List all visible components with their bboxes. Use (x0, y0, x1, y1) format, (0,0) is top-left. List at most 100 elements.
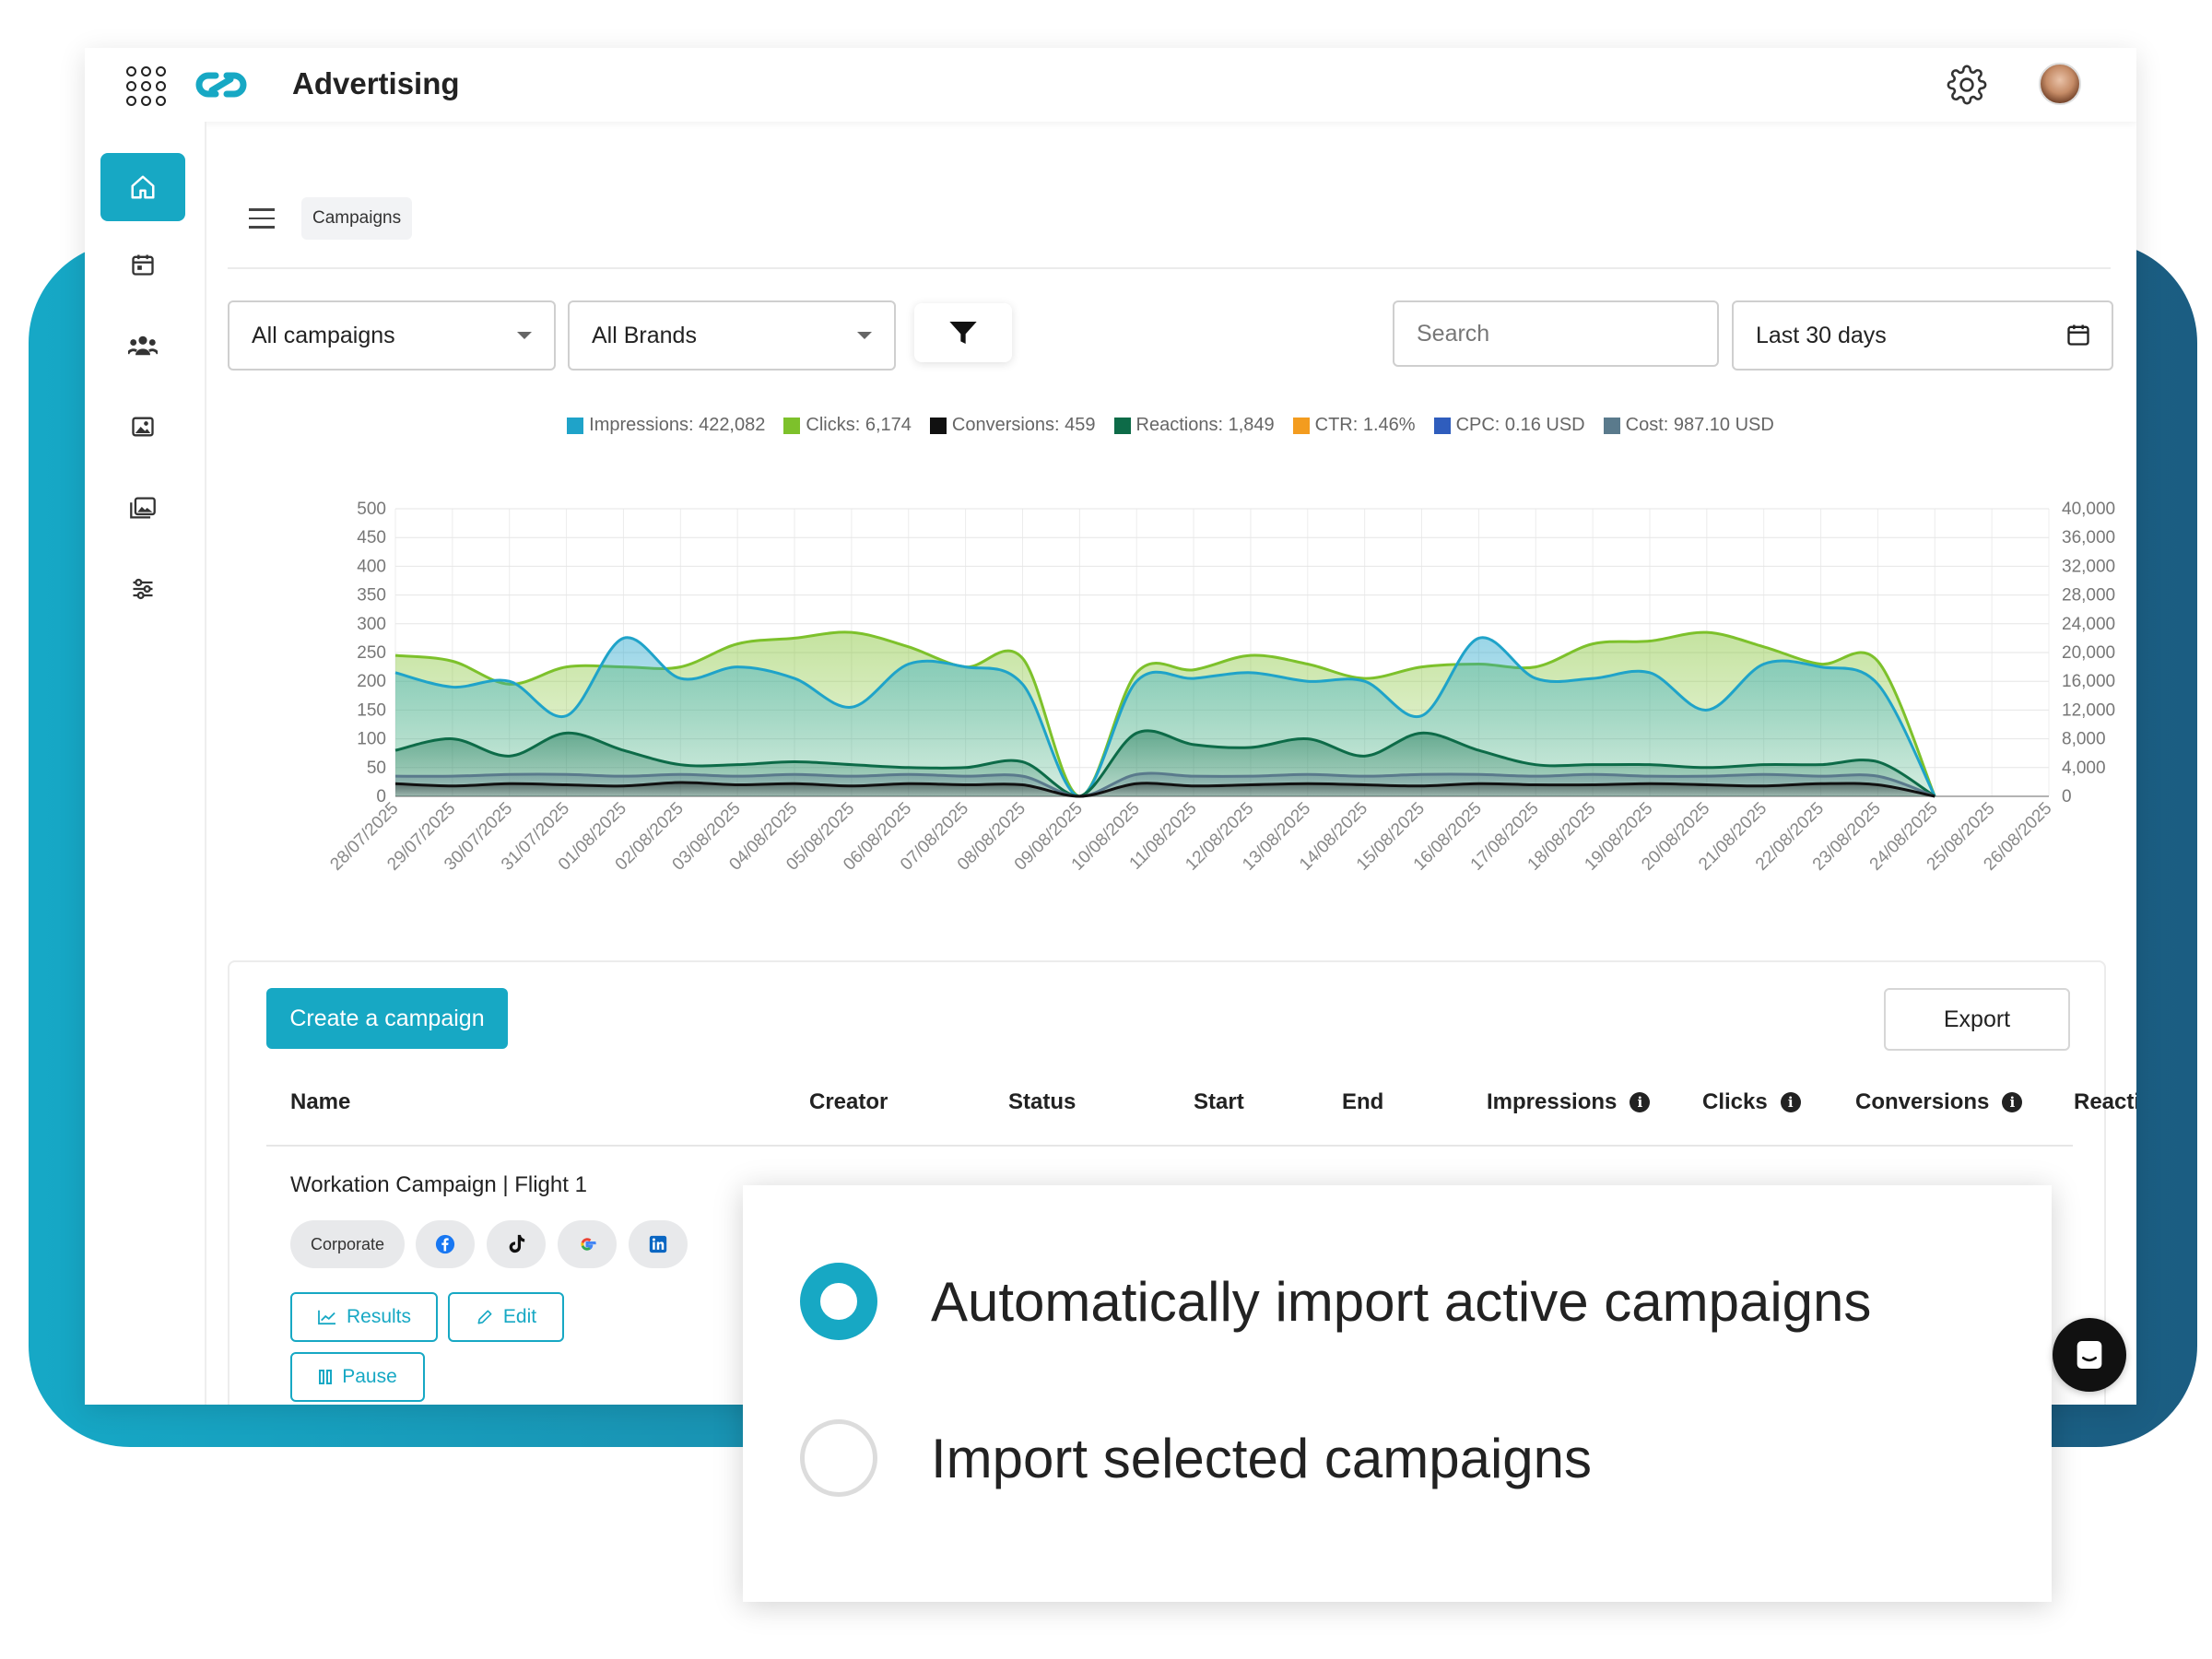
filter-button[interactable] (914, 303, 1012, 362)
radio-unselected-icon[interactable] (800, 1419, 877, 1497)
legend-swatch (783, 417, 801, 434)
search-input[interactable] (1393, 300, 1719, 367)
chat-icon (2077, 1341, 2102, 1369)
calendar-icon (132, 254, 154, 276)
filter-icon (949, 322, 977, 344)
results-button[interactable]: Results (290, 1292, 438, 1342)
y-right-tick-label: 32,000 (2062, 557, 2115, 576)
y-left-tick-label: 150 (357, 700, 386, 720)
y-right-tick-label: 28,000 (2062, 586, 2115, 606)
brand-select[interactable]: All Brands (568, 300, 896, 371)
series-line-reactions (394, 729, 1936, 798)
y-right-tick-label: 4,000 (2062, 759, 2106, 778)
campaign-select[interactable]: All campaigns (228, 300, 556, 371)
y-left-tick-label: 200 (357, 672, 386, 691)
sidebar-item-media[interactable] (100, 393, 185, 461)
import-options-popup: Automatically import active campaigns Im… (743, 1185, 2052, 1602)
legend-label: Conversions: 459 (951, 415, 1096, 435)
menu-toggle-icon[interactable] (249, 208, 275, 229)
y-right-tick-label: 36,000 (2062, 528, 2115, 547)
column-header-impressions[interactable]: Impressions i (1487, 1089, 1651, 1115)
google-icon (581, 1238, 596, 1251)
column-header-clicks[interactable]: Clicks i (1702, 1089, 1801, 1115)
info-icon[interactable]: i (1780, 1092, 1801, 1112)
column-header-start[interactable]: Start (1194, 1089, 1244, 1115)
info-icon[interactable]: i (1630, 1092, 1651, 1112)
sidebar-item-home[interactable] (100, 153, 185, 221)
y-left-tick-label: 350 (357, 586, 386, 606)
legend-item[interactable]: CPC: 0.16 USD (1433, 415, 1585, 436)
column-header-end[interactable]: End (1342, 1089, 1383, 1115)
series-line-cost (394, 771, 1936, 798)
gallery-icon (130, 497, 156, 519)
option-auto-import[interactable]: Automatically import active campaigns (800, 1263, 1871, 1340)
y-left-tick-label: 300 (357, 615, 386, 634)
users-icon (128, 335, 158, 356)
calendar-icon (2067, 324, 2089, 346)
create-campaign-button[interactable]: Create a campaign (266, 988, 508, 1049)
brand-chip: Corporate (290, 1220, 405, 1268)
legend-label: Cost: 987.10 USD (1625, 415, 1774, 435)
option-selected-import[interactable]: Import selected campaigns (800, 1419, 1592, 1497)
sidebar-item-audiences[interactable] (100, 312, 185, 380)
sidebar (85, 122, 206, 1405)
y-right-tick-label: 0 (2062, 787, 2072, 806)
export-button[interactable]: Export (1884, 988, 2070, 1051)
legend-item[interactable]: Reactions: 1,849 (1113, 415, 1275, 436)
column-header-label: Start (1194, 1089, 1244, 1114)
column-header-reactions[interactable]: Reactio (2074, 1089, 2136, 1115)
y-left-tick-label: 0 (376, 787, 386, 806)
pause-button[interactable]: Pause (290, 1352, 425, 1402)
legend-label: Clicks: 6,174 (806, 415, 912, 435)
date-range-picker[interactable]: Last 30 days (1732, 300, 2113, 371)
legend-item[interactable]: Clicks: 6,174 (783, 415, 912, 436)
tiktok-chip (487, 1220, 546, 1268)
column-header-label: Name (290, 1089, 351, 1114)
column-header-label: Impressions (1487, 1089, 1618, 1114)
chevron-down-icon (517, 332, 532, 339)
facebook-icon (435, 1234, 455, 1254)
pencil-icon (477, 1310, 492, 1324)
chevron-down-icon (857, 332, 872, 339)
brand-select-value: All Brands (592, 323, 697, 348)
y-left-tick-label: 50 (367, 759, 386, 778)
sidebar-item-gallery[interactable] (100, 474, 185, 542)
chart-line-icon (318, 1310, 335, 1325)
chart-legend: Impressions: 422,082 Clicks: 6,174 Convers… (205, 415, 2136, 436)
apps-grid-icon[interactable] (126, 66, 166, 106)
user-avatar[interactable] (2039, 63, 2081, 105)
column-header-label: Status (1008, 1089, 1077, 1114)
legend-item[interactable]: Impressions: 422,082 (567, 415, 765, 436)
edit-label: Edit (502, 1306, 537, 1327)
radio-selected-icon[interactable] (800, 1263, 877, 1340)
edit-button[interactable]: Edit (448, 1292, 564, 1342)
y-left-tick-label: 400 (357, 557, 386, 576)
y-left-tick-label: 450 (357, 528, 386, 547)
legend-item[interactable]: Conversions: 459 (929, 415, 1096, 436)
divider (228, 267, 2111, 269)
legend-swatch (1433, 417, 1451, 434)
y-left-tick-label: 500 (357, 500, 386, 519)
legend-item[interactable]: Cost: 987.10 USD (1603, 415, 1774, 436)
sidebar-item-settings[interactable] (100, 555, 185, 623)
legend-item[interactable]: CTR: 1.46% (1292, 415, 1416, 436)
column-header-label: Creator (809, 1089, 888, 1114)
campaign-name[interactable]: Workation Campaign | Flight 1 (290, 1172, 587, 1197)
performance-area-chart: 0 0 50 4,000 100 8,000 150 12,000 200 16,000 250 20… (326, 500, 2115, 875)
app-title: Advertising (292, 66, 460, 100)
info-icon[interactable]: i (2002, 1092, 2023, 1112)
gear-icon[interactable] (1947, 65, 1987, 105)
chat-launcher-button[interactable] (2053, 1318, 2126, 1392)
column-header-status[interactable]: Status (1008, 1089, 1076, 1115)
option-auto-import-label: Automatically import active campaigns (931, 1270, 1872, 1333)
series-line-impressions (394, 636, 1936, 798)
sidebar-item-calendar[interactable] (100, 230, 185, 299)
column-header-creator[interactable]: Creator (809, 1089, 888, 1115)
column-header-name[interactable]: Name (290, 1089, 350, 1115)
y-right-tick-label: 24,000 (2062, 615, 2115, 634)
column-header-label: Reactio (2074, 1089, 2136, 1114)
breadcrumb[interactable]: Campaigns (301, 197, 413, 240)
legend-label: CPC: 0.16 USD (1455, 415, 1585, 435)
column-header-conversions[interactable]: Conversions i (1855, 1089, 2023, 1115)
linkedin-chip (629, 1220, 688, 1268)
